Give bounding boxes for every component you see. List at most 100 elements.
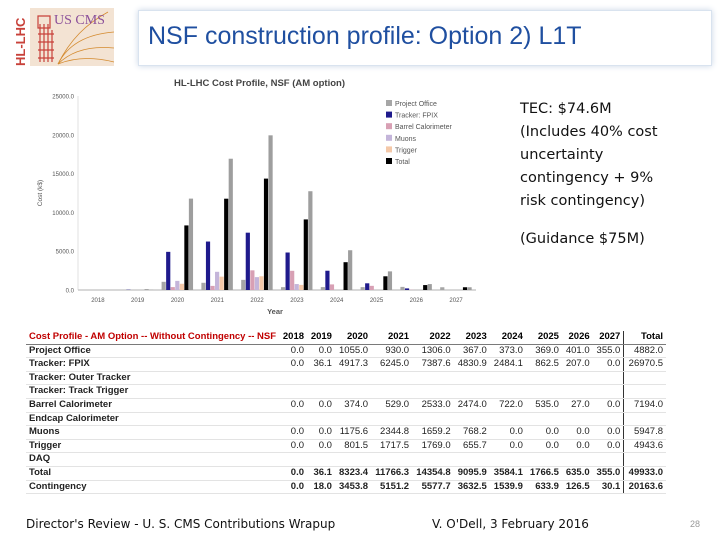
table-cell: [279, 371, 308, 386]
legend-swatch: [386, 111, 392, 118]
column-header: 2021: [371, 331, 413, 345]
table-cell: [489, 452, 526, 467]
column-header: 2019: [307, 331, 335, 345]
table-cell: [489, 384, 526, 399]
bar: [285, 252, 290, 290]
table-cell: 5947.8: [623, 425, 666, 440]
table-cell: [592, 412, 624, 427]
table-cell: [334, 384, 372, 399]
table-cell: 2344.8: [371, 425, 413, 440]
table-cell: [279, 452, 308, 467]
table-cell: 3584.1: [489, 465, 526, 481]
table-cell: [453, 412, 490, 427]
table-cell: 0.0: [307, 439, 335, 454]
x-tick-label: 2018: [91, 298, 105, 304]
table-cell: 1659.2: [412, 425, 454, 440]
column-header: Total: [623, 331, 666, 345]
table-cell: [453, 371, 490, 386]
table-cell: 3632.5: [453, 479, 490, 495]
hl-lhc-uscms-logo: US CMS HL-LHC: [8, 4, 118, 70]
table-cell: 4882.0: [623, 344, 666, 359]
table-row: Total 0.0 36.1 8323.4 11766.3 14354.8 9095.9 35…: [26, 465, 666, 481]
legend-swatch: [386, 123, 392, 130]
y-tick-label: 15000.0: [52, 172, 74, 178]
bar: [467, 287, 472, 290]
legend-label: Total: [395, 159, 410, 166]
table-caption: Cost Profile - AM Option -- Without Cont…: [26, 331, 280, 345]
x-tick-label: 2022: [250, 298, 264, 304]
row-label: Tracker: Outer Tracker: [26, 371, 280, 386]
table-cell: 49933.0: [623, 465, 666, 481]
table-cell: 529.0: [371, 398, 413, 413]
chart-title: HL-LHC Cost Profile, NSF (AM option): [174, 78, 345, 89]
table-cell: 26970.5: [623, 357, 666, 372]
bar: [188, 198, 194, 290]
table-cell: 0.0: [279, 425, 308, 440]
row-label: Total: [26, 465, 280, 481]
table-cell: [623, 452, 666, 467]
bar: [228, 158, 233, 290]
x-tick-label: 2021: [211, 298, 225, 304]
table-cell: [334, 452, 372, 467]
column-header: 2018: [279, 331, 308, 345]
tec-note: TEC: $74.6M (Includes 40% cost uncertain…: [520, 98, 710, 213]
x-tick-label: 2023: [290, 298, 304, 304]
table-cell: [334, 412, 372, 427]
row-label: Project Office: [26, 344, 280, 359]
table-cell: [489, 412, 526, 427]
table-cell: 374.0: [334, 398, 372, 413]
table-cell: 5577.7: [412, 479, 454, 495]
table-cell: 0.0: [592, 398, 624, 413]
bar: [343, 262, 348, 290]
bar: [294, 284, 299, 290]
table-cell: 0.0: [489, 425, 526, 440]
bar: [325, 270, 330, 290]
x-tick-label: 2020: [171, 298, 185, 304]
bar: [280, 287, 286, 290]
table-cell: [412, 371, 454, 386]
bar: [175, 280, 180, 290]
table-cell: 0.0: [279, 398, 308, 413]
bar: [245, 232, 250, 290]
column-header: 2026: [561, 331, 593, 345]
bar: [219, 276, 224, 290]
bar: [404, 288, 410, 290]
table-cell: 2484.1: [489, 357, 526, 372]
bar: [365, 283, 370, 290]
table-cell: 4943.6: [623, 439, 666, 454]
table-cell: [592, 452, 624, 467]
table-cell: 1766.5: [525, 465, 562, 481]
table-cell: [453, 452, 490, 467]
bar: [250, 270, 255, 290]
table-cell: 2533.0: [412, 398, 454, 413]
bar: [268, 135, 273, 290]
logo-text-hl-lhc: HL-LHC: [13, 17, 28, 66]
legend-swatch: [386, 146, 392, 153]
table-cell: 4917.3: [334, 357, 372, 372]
bar: [166, 251, 171, 290]
table-cell: 1306.0: [412, 344, 454, 359]
table-cell: [334, 371, 372, 386]
bar: [201, 282, 206, 290]
bar: [205, 241, 211, 290]
table-cell: 633.9: [525, 479, 562, 495]
bar: [308, 191, 313, 290]
bar: [303, 219, 308, 290]
bar: [259, 276, 264, 290]
bar: [423, 285, 428, 290]
table-cell: [307, 371, 335, 386]
table-cell: [489, 371, 526, 386]
table-cell: 535.0: [525, 398, 562, 413]
bar: [179, 283, 184, 290]
table-cell: 635.0: [561, 465, 593, 481]
table-cell: [623, 412, 666, 427]
table-cell: 373.0: [489, 344, 526, 359]
bar: [290, 270, 295, 290]
y-tick-label: 10000.0: [52, 211, 74, 217]
y-tick-label: 5000.0: [56, 250, 75, 256]
table-cell: [371, 371, 413, 386]
x-tick-label: 2024: [330, 298, 344, 304]
table-cell: 768.2: [453, 425, 490, 440]
legend-swatch: [386, 134, 392, 141]
note-line: TEC: $74.6M: [520, 101, 612, 117]
